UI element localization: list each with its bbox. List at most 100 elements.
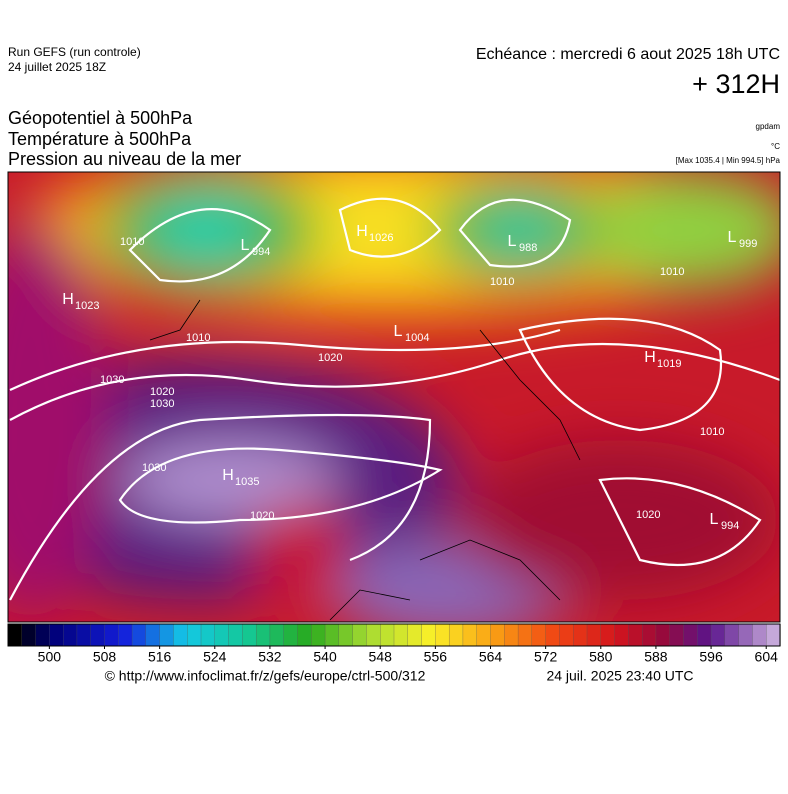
colorbar-cell <box>476 623 492 647</box>
isobar-label: 1020 <box>636 509 660 521</box>
colorbar-cell <box>490 623 505 647</box>
center-symbol: L <box>241 237 250 254</box>
colorbar-cell <box>187 623 202 647</box>
colorbar-cell <box>324 623 340 647</box>
center-symbol: H <box>356 223 368 240</box>
run-date: 24 juillet 2025 18Z <box>8 60 106 74</box>
isobar-label: 1010 <box>186 332 210 344</box>
isobar-label: 1010 <box>700 426 724 438</box>
colorbar-cell <box>297 623 312 647</box>
colorbar-cell <box>145 623 161 647</box>
colorbar-tick-label: 540 <box>313 649 337 665</box>
colorbar-tick-label: 516 <box>148 649 172 665</box>
center-symbol: L <box>394 323 403 340</box>
colorbar-cell <box>531 623 547 647</box>
colorbar-cell <box>407 623 423 647</box>
isobar-label: 1020 <box>150 386 174 398</box>
colorbar-cell <box>173 623 188 647</box>
colorbar-tick-label: 564 <box>479 649 503 665</box>
colorbar-cell <box>366 623 381 647</box>
colorbar-cell <box>710 623 726 647</box>
colorbar-cell <box>104 623 119 647</box>
center-symbol: L <box>508 233 517 250</box>
colorbar-cell <box>90 623 106 647</box>
colorbar-cell <box>559 623 574 647</box>
colorbar-cell <box>311 623 326 647</box>
colorbar-cell <box>242 623 257 647</box>
isobar-label: 1020 <box>250 510 274 522</box>
colorbar-cell <box>393 623 409 647</box>
center-value: 1019 <box>657 358 681 370</box>
colorbar-cell <box>200 623 216 647</box>
center-value: 999 <box>739 238 757 250</box>
colorbar-cell <box>600 623 616 647</box>
colorbar-tick-label: 588 <box>644 649 668 665</box>
colorbar-cell <box>338 623 354 647</box>
isobar-label: 1030 <box>150 398 174 410</box>
colorbar-cell <box>76 623 92 647</box>
colorbar-cell <box>62 623 78 647</box>
center-symbol: H <box>644 349 656 366</box>
unit: [Max 1035.4 | Min 994.5] hPa <box>676 156 781 165</box>
colorbar-cell <box>49 623 64 647</box>
center-value: 994 <box>721 520 739 532</box>
colorbar-cell <box>517 623 533 647</box>
colorbar-tick-label: 604 <box>755 649 779 665</box>
colorbar-cell <box>683 623 698 647</box>
title: Géopotentiel à 500hPa <box>8 108 193 128</box>
colorbar-tick-label: 500 <box>38 649 62 665</box>
source: © http://www.infoclimat.fr/z/gefs/europe… <box>105 668 426 684</box>
colorbar-tick-label: 524 <box>203 649 227 665</box>
colorbar-cell <box>655 623 671 647</box>
colorbar-tick-label: 572 <box>534 649 558 665</box>
colorbar-cell <box>269 623 285 647</box>
colorbar-cell <box>255 623 271 647</box>
colorbar-cell <box>738 623 754 647</box>
center-symbol: L <box>728 229 737 246</box>
colorbar-cell <box>159 623 175 647</box>
unit: °C <box>771 142 780 151</box>
title: Température à 500hPa <box>8 129 192 149</box>
colorbar-cell <box>504 623 519 647</box>
isobar-label: 1010 <box>660 266 684 278</box>
center-value: 1004 <box>405 332 429 344</box>
colorbar-tick-label: 508 <box>93 649 117 665</box>
center-value: 1023 <box>75 300 99 312</box>
colorbar-cell <box>641 623 657 647</box>
center-value: 994 <box>252 246 270 258</box>
colorbar-cell <box>766 623 781 647</box>
colorbar-cell <box>669 623 685 647</box>
colorbar-cell <box>35 623 51 647</box>
colorbar-cell <box>118 623 133 647</box>
valid-time: Echéance : mercredi 6 aout 2025 18h UTC <box>476 46 780 63</box>
generated: 24 juil. 2025 23:40 UTC <box>546 668 693 684</box>
run: Run GEFS (run controle) <box>8 45 141 59</box>
isobar-label: 1010 <box>490 276 514 288</box>
unit: gpdam <box>756 122 781 131</box>
colorbar-cell <box>352 623 368 647</box>
colorbar-cell <box>435 623 450 647</box>
colorbar-cell <box>752 623 767 647</box>
center-value: 1026 <box>369 232 393 244</box>
colorbar-cell <box>228 623 244 647</box>
colorbar-cell <box>586 623 602 647</box>
colorbar-tick-label: 532 <box>258 649 282 665</box>
title: Pression au niveau de la mer <box>8 149 241 169</box>
colorbar-cell <box>573 623 588 647</box>
colorbar-cell <box>697 623 712 647</box>
colorbar-cell <box>283 623 299 647</box>
colorbar-cell <box>545 623 561 647</box>
colorbar-cell <box>21 623 37 647</box>
map <box>8 172 780 622</box>
colorbar-tick-label: 596 <box>699 649 723 665</box>
isobar-label: 1010 <box>120 236 144 248</box>
center-symbol: H <box>62 291 74 308</box>
colorbar-cell <box>462 623 478 647</box>
colorbar-cell <box>380 623 395 647</box>
center-symbol: L <box>710 511 719 528</box>
colorbar-cell <box>724 623 740 647</box>
center-value: 1035 <box>235 476 259 488</box>
isobar-label: 1030 <box>100 374 124 386</box>
colorbar-cell <box>628 623 643 647</box>
